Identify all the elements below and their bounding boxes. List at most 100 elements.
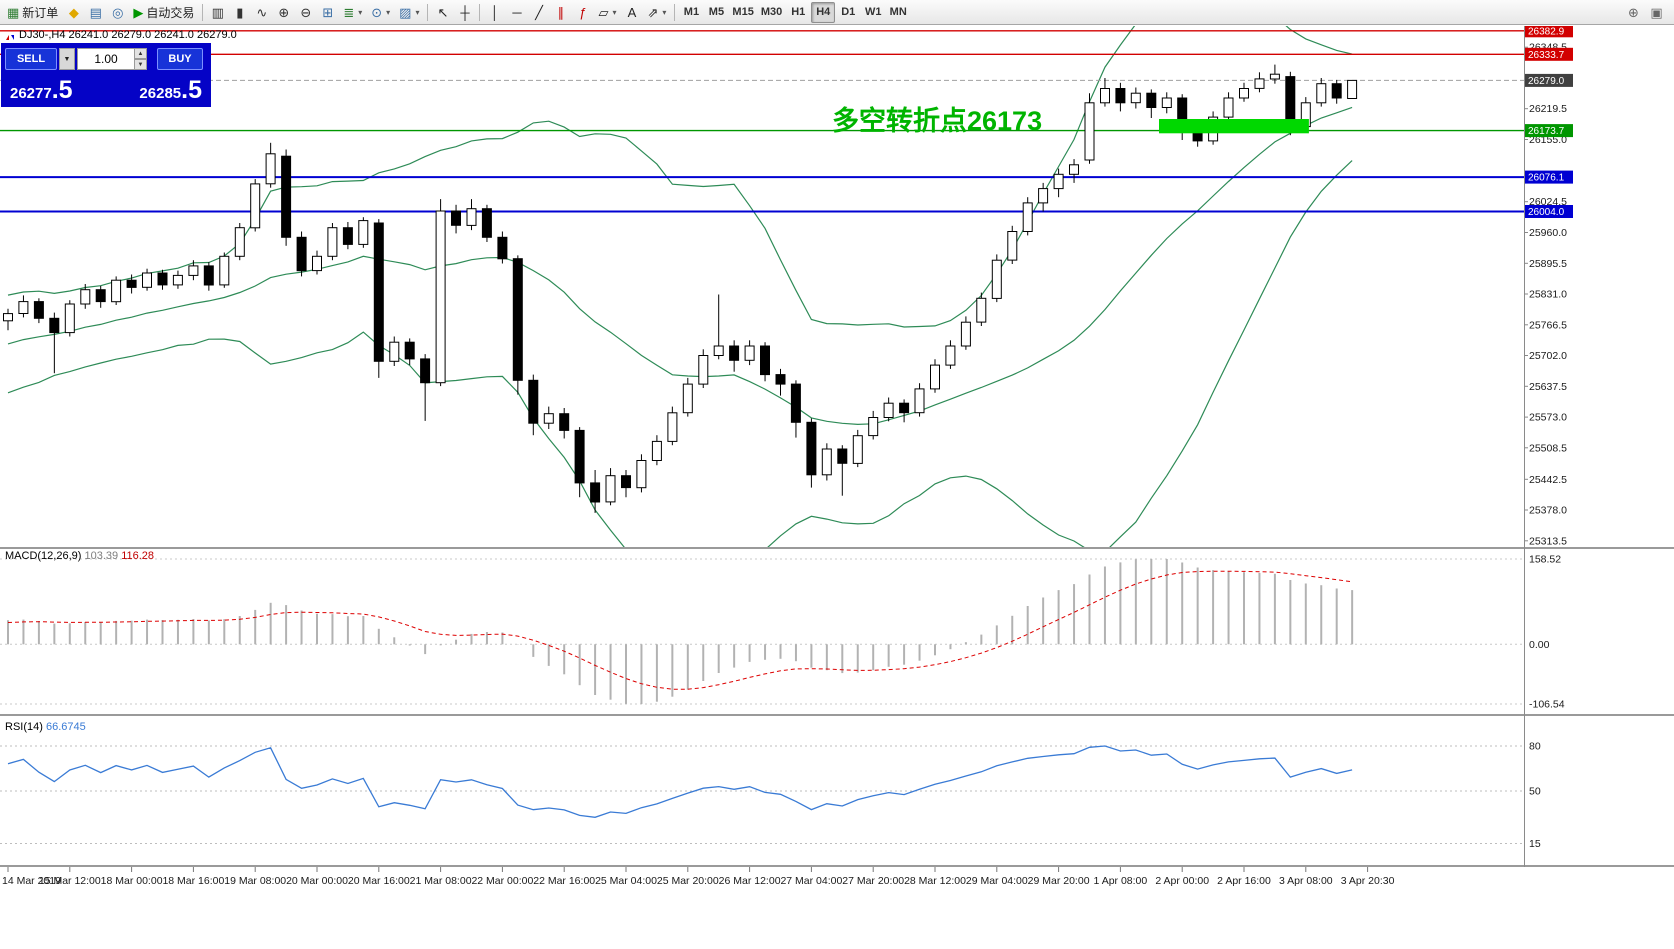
timeframe-d1-button[interactable]: D1	[836, 2, 860, 23]
svg-text:26382.9: 26382.9	[1528, 26, 1565, 37]
template-icon: ▨	[399, 4, 412, 20]
current-price-tag: 26279.0	[1525, 73, 1573, 87]
magnifier-plus-button[interactable]: ⊕	[1623, 2, 1644, 23]
chevron-down-icon: ▾	[358, 7, 363, 17]
svg-text:25637.5: 25637.5	[1529, 381, 1567, 393]
candlestick-chart-button[interactable]: ▮	[229, 2, 250, 23]
buy-price[interactable]: 26285.5	[139, 76, 202, 104]
panel-icon: ▣	[1650, 4, 1663, 20]
price-tag-26173.7: 26173.7	[1525, 124, 1573, 138]
sell-button[interactable]: SELL	[5, 48, 57, 70]
zoom-out-button[interactable]: ⊖	[295, 2, 316, 23]
magnifier-icon: ⊕	[1628, 4, 1639, 20]
text-tool-button[interactable]: A	[622, 2, 643, 23]
volume-dropdown-button[interactable]: ▼	[59, 48, 75, 70]
macd-signal-line	[7, 570, 1353, 690]
svg-text:15: 15	[1529, 838, 1541, 850]
buy-button[interactable]: BUY	[157, 48, 203, 70]
chevron-down-icon: ▼	[63, 55, 71, 63]
timeframe-m30-button[interactable]: M30	[758, 2, 785, 23]
line-chart-button[interactable]: ∿	[251, 2, 272, 23]
toolbar-separator	[427, 3, 429, 21]
svg-text:26173.7: 26173.7	[1528, 126, 1565, 137]
vertical-line-button[interactable]: │	[484, 2, 505, 23]
candlestick-icon: ▮	[236, 4, 244, 20]
chart-ohlc-info: DJ30-,H4 26241.0 26279.0 26241.0 26279.0	[19, 29, 237, 41]
channel-button[interactable]: ∥	[550, 2, 571, 23]
panel-toggle-button[interactable]: ▣	[1646, 2, 1667, 23]
volume-decrease-button[interactable]: ▼	[134, 59, 147, 70]
macd-panel[interactable]: 158.52 0.00 -106.54	[0, 554, 1565, 711]
svg-text:27 Mar 04:00: 27 Mar 04:00	[780, 875, 842, 887]
rsi-panel[interactable]: 80 50 15	[0, 741, 1541, 851]
text-icon: A	[627, 4, 637, 20]
shapes-button[interactable]: ▱ ▾	[594, 2, 620, 23]
fibonacci-button[interactable]: ƒ	[572, 2, 593, 23]
timeframe-m1-button[interactable]: M1	[679, 2, 703, 23]
tile-windows-button[interactable]: ⊞	[317, 2, 338, 23]
main-chart-plot[interactable]: 多空转折点26173	[0, 26, 1524, 567]
macd-histogram	[7, 559, 1354, 704]
new-order-icon: ▦	[7, 4, 20, 20]
templates-button[interactable]: ▨ ▾	[395, 2, 423, 23]
svg-text:-106.54: -106.54	[1529, 699, 1565, 711]
volume-increase-button[interactable]: ▲	[134, 48, 147, 59]
timeframe-h4-button[interactable]: H4	[811, 1, 836, 23]
svg-text:多空转折点26173: 多空转折点26173	[832, 105, 1042, 136]
price-tag-26333.7: 26333.7	[1525, 47, 1573, 61]
svg-text:25960.0: 25960.0	[1529, 227, 1567, 239]
market-watch-button[interactable]: ▤	[85, 2, 106, 23]
chevron-up-icon: ▲	[137, 50, 144, 57]
timeframe-w1-button[interactable]: W1	[861, 2, 885, 23]
cursor-icon: ↖	[437, 4, 449, 20]
crosshair-icon: ┼	[460, 4, 470, 20]
svg-text:18 Mar 00:00: 18 Mar 00:00	[101, 875, 163, 887]
svg-text:27 Mar 20:00: 27 Mar 20:00	[842, 875, 904, 887]
svg-text:25766.5: 25766.5	[1529, 319, 1567, 331]
tile-windows-icon: ⊞	[322, 4, 334, 20]
chart-window[interactable]: 多空转折点26173 26348.526219.526155.026024.525…	[0, 26, 1674, 949]
channel-icon: ∥	[557, 4, 565, 20]
svg-text:25 Mar 04:00: 25 Mar 04:00	[595, 875, 657, 887]
bar-chart-button[interactable]: ▥	[207, 2, 228, 23]
crosshair-button[interactable]: ┼	[454, 2, 475, 23]
rsi-line	[7, 745, 1353, 818]
highlight-rectangle[interactable]	[1159, 119, 1309, 134]
price-tag-26004.0: 26004.0	[1525, 205, 1573, 218]
svg-text:20 Mar 16:00: 20 Mar 16:00	[348, 875, 410, 887]
new-order-button[interactable]: ▦ 新订单	[3, 2, 62, 23]
zoom-in-button[interactable]: ⊕	[273, 2, 294, 23]
timeframe-h1-button[interactable]: H1	[786, 2, 810, 23]
arrows-tool-button[interactable]: ⇗ ▾	[644, 2, 671, 23]
volume-input[interactable]	[77, 48, 134, 70]
trendline-button[interactable]: ╱	[528, 2, 549, 23]
refresh-button[interactable]: ◎	[107, 2, 128, 23]
svg-text:3 Apr 08:00: 3 Apr 08:00	[1279, 875, 1333, 887]
line-chart-icon: ∿	[256, 4, 268, 20]
price-axis[interactable]: 26348.526219.526155.026024.525960.025895…	[1524, 42, 1567, 548]
svg-text:2 Apr 00:00: 2 Apr 00:00	[1155, 875, 1209, 887]
annotation-text[interactable]: 多空转折点26173	[832, 105, 1042, 136]
play-icon: ▶	[133, 4, 144, 20]
timeframe-mn-button[interactable]: MN	[886, 2, 910, 23]
autotrading-button[interactable]: ▶ 自动交易	[129, 2, 198, 23]
toolbar-right-group: ⊕ ▣	[1623, 2, 1667, 23]
cursor-button[interactable]: ↖	[432, 2, 453, 23]
svg-text:20 Mar 00:00: 20 Mar 00:00	[286, 875, 348, 887]
svg-text:1 Apr 08:00: 1 Apr 08:00	[1094, 875, 1148, 887]
svg-text:18 Mar 16:00: 18 Mar 16:00	[162, 875, 224, 887]
new-order-button-label: 新订单	[22, 5, 59, 20]
timeframe-m5-button[interactable]: M5	[704, 2, 728, 23]
periods-button[interactable]: ⊙ ▾	[367, 2, 394, 23]
horizontal-line-button[interactable]: ─	[506, 2, 527, 23]
sell-price[interactable]: 26277.5	[10, 76, 73, 104]
indicators-button[interactable]: ≣ ▾	[339, 2, 366, 23]
timeframe-m15-button[interactable]: M15	[729, 2, 756, 23]
svg-text:19 Mar 08:00: 19 Mar 08:00	[224, 875, 286, 887]
svg-text:25442.5: 25442.5	[1529, 474, 1567, 486]
shapes-icon: ▱	[598, 4, 609, 20]
chart-profiles-button[interactable]: ◆	[63, 2, 84, 23]
rsi-title: RSI(14) 66.6745	[5, 721, 86, 733]
fibonacci-icon: ƒ	[579, 4, 587, 20]
